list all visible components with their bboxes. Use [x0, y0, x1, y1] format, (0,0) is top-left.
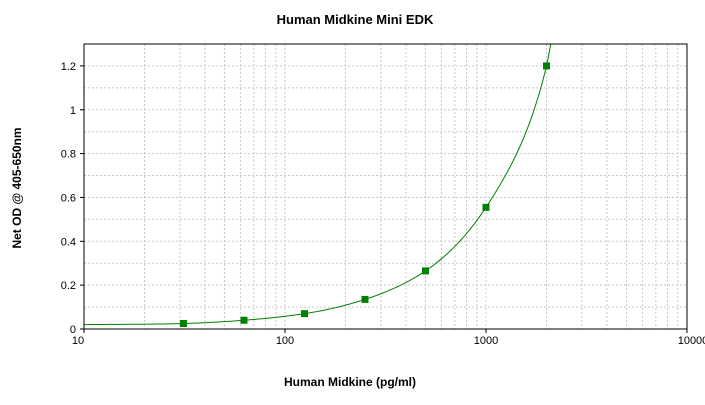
x-axis-ticks: 10 100 1000 10000 [72, 329, 705, 347]
y-axis-ticks: 0 0.2 0.4 0.6 0.8 1 1.2 [61, 61, 84, 336]
y-tick-label: 1 [70, 105, 76, 117]
plot-frame [83, 43, 688, 330]
y-tick-label: 0.8 [61, 149, 76, 161]
y-tick-label: 0.4 [61, 236, 76, 248]
y-tick-label: 0 [70, 324, 76, 336]
x-tick-label: 10 [72, 335, 84, 347]
data-point [240, 316, 248, 324]
data-point [421, 267, 429, 275]
data-point [543, 62, 551, 70]
data-points [179, 62, 551, 328]
fit-curve-layer [83, 43, 552, 326]
y-tick-label: 1.2 [61, 61, 76, 73]
chart-title: Human Midkine Mini EDK [277, 12, 434, 27]
y-tick-label: 0.6 [61, 192, 76, 204]
data-point [482, 203, 490, 211]
y-tick-label: 0.2 [61, 280, 76, 292]
grid [84, 44, 687, 329]
fit-curve [83, 43, 552, 326]
data-point [361, 295, 369, 303]
x-axis-label: Human Midkine (pg/ml) [284, 375, 416, 389]
data-point [300, 310, 308, 318]
data-point [179, 320, 187, 328]
y-axis-label: Net OD @ 405-650nm [10, 127, 24, 248]
x-tick-label: 1000 [474, 335, 498, 347]
x-tick-label: 100 [276, 335, 294, 347]
x-tick-label: 10000 [678, 335, 705, 347]
